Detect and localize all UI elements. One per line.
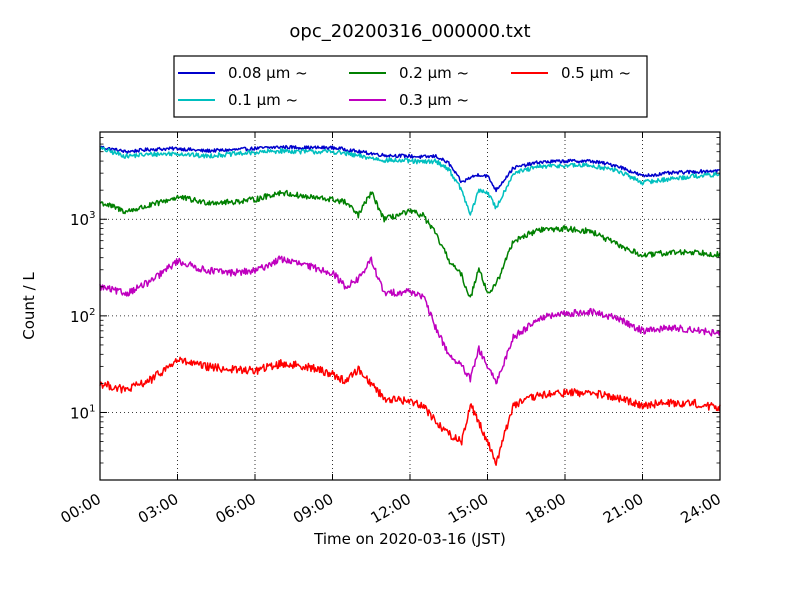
legend-label: 0.5 μm ~	[561, 64, 631, 82]
series-line	[99, 255, 721, 385]
series-lines	[99, 144, 721, 466]
legend-label: 0.3 μm ~	[399, 91, 469, 109]
y-tick-label: 103	[70, 210, 95, 229]
series-line	[99, 144, 721, 193]
y-tick-label: 101	[70, 403, 95, 422]
y-axis-label: Count / L	[20, 272, 38, 340]
legend-label: 0.08 μm ~	[228, 64, 308, 82]
y-tick-label: 102	[70, 307, 95, 326]
series-line	[99, 146, 721, 216]
series-line	[99, 189, 721, 298]
legend-label: 0.2 μm ~	[399, 64, 469, 82]
grid	[100, 132, 720, 480]
legend-box	[173, 55, 648, 118]
x-axis-label: Time on 2020-03-16 (JST)	[313, 530, 506, 548]
legend: 0.08 μm ~ 0.1 μm ~ 0.2 μm ~ 0.3 μm ~ 0.5 μm …	[173, 55, 648, 118]
series-line	[99, 356, 721, 466]
chart-title: opc_20200316_000000.txt	[289, 21, 530, 42]
legend-label: 0.1 μm ~	[228, 91, 298, 109]
